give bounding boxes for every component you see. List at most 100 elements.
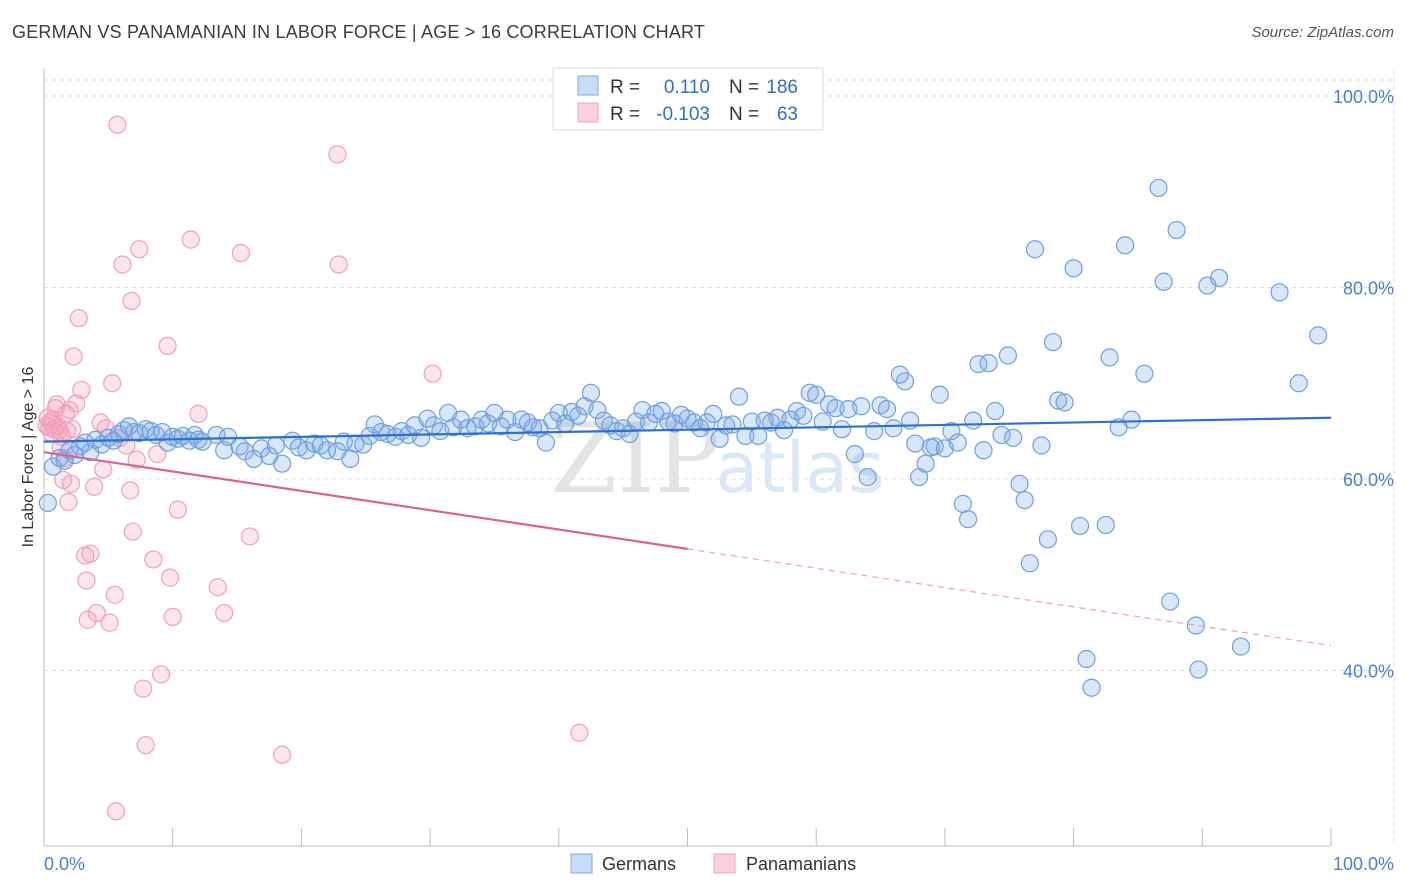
panamanian-point: [123, 522, 142, 541]
source-label: Source: ZipAtlas.com: [1251, 24, 1394, 41]
legend: Germans Panamanians: [570, 853, 856, 874]
y-tick-labels: 40.0% 60.0% 80.0% 100.0%: [1333, 87, 1394, 682]
panamanian-point: [127, 450, 146, 469]
german-point: [411, 428, 431, 447]
germans-swatch: [577, 75, 599, 96]
panamanian-point: [329, 255, 348, 274]
panamanian-point: [423, 364, 442, 383]
german-point: [38, 493, 57, 513]
german-point: [1049, 391, 1068, 410]
german-point: [895, 372, 915, 391]
german-point: [1189, 660, 1208, 679]
germans-r-label: R =: [610, 77, 640, 98]
panamanian-point: [64, 347, 83, 366]
german-point: [1043, 332, 1063, 352]
german-point: [581, 383, 601, 402]
german-point: [704, 404, 723, 423]
german-point: [774, 421, 794, 440]
panamanian-point: [181, 230, 200, 249]
panamanians-trend-line: [43, 451, 688, 550]
german-point: [1231, 637, 1251, 656]
panamanian-point: [78, 610, 97, 629]
panamanian-point: [60, 400, 79, 420]
german-point: [652, 401, 671, 421]
panamanian-point: [168, 500, 187, 519]
panamanian-point: [208, 578, 227, 597]
german-point: [1070, 516, 1090, 536]
panamanian-point: [189, 404, 208, 423]
german-point: [749, 426, 768, 446]
panamanian-point: [77, 571, 96, 590]
german-point: [985, 401, 1005, 421]
german-point: [272, 454, 292, 473]
german-point: [852, 397, 871, 416]
german-point: [1020, 554, 1039, 573]
panamanian-point: [81, 544, 100, 563]
german-point: [99, 428, 118, 447]
german-point: [998, 346, 1018, 365]
panamanian-point: [85, 477, 104, 496]
german-point: [953, 494, 973, 513]
panamanians-r-value: -0.103: [656, 104, 710, 125]
german-point: [1096, 515, 1115, 535]
german-point: [418, 409, 437, 428]
german-point: [1115, 236, 1135, 255]
german-point: [1135, 364, 1154, 383]
german-point: [1082, 678, 1101, 697]
panamanians-trend-extension: [687, 548, 1332, 647]
german-point: [569, 406, 588, 425]
stats-box: R = 0.110 N = 186 R = -0.103 N = 63: [552, 67, 824, 131]
panamanian-point: [91, 413, 110, 432]
german-point: [1004, 428, 1023, 447]
german-point: [252, 439, 271, 458]
panamanian-point: [94, 460, 113, 479]
panamanians-swatch: [577, 102, 599, 123]
german-point: [1186, 616, 1205, 635]
panamanian-point: [152, 665, 171, 684]
german-point: [1122, 410, 1141, 429]
panamanian-point: [108, 115, 127, 134]
panamanian-point: [148, 445, 167, 464]
german-point: [992, 425, 1011, 445]
y-tick-label-1: 60.0%: [1343, 470, 1394, 490]
panamanian-point: [106, 802, 126, 821]
panamanian-point: [63, 420, 82, 439]
german-point: [1064, 259, 1083, 278]
x-tick-label-max: 100.0%: [1333, 854, 1394, 874]
german-point: [800, 383, 819, 402]
german-point: [958, 510, 978, 529]
germans-r-value: 0.110: [664, 77, 710, 98]
panamanian-point: [121, 481, 140, 500]
german-point: [813, 412, 832, 431]
panamanian-point: [130, 240, 149, 259]
german-point: [930, 385, 949, 404]
legend-germans-label: Germans: [602, 854, 676, 874]
german-point: [1077, 649, 1096, 669]
trend-lines: [43, 416, 1332, 647]
german-point: [794, 406, 813, 425]
panamanian-point: [231, 243, 251, 263]
panamanian-point: [144, 550, 163, 569]
panamanian-point: [570, 723, 589, 742]
watermark-zip: ZIP: [550, 403, 719, 515]
german-point: [858, 467, 877, 487]
panamanian-point: [136, 736, 155, 755]
panamanian-point: [72, 380, 91, 400]
german-point: [444, 418, 463, 437]
panamanian-point: [113, 255, 132, 274]
panamanian-point: [122, 291, 141, 311]
german-point: [536, 433, 556, 452]
panamanian-point: [67, 394, 86, 413]
panamanian-point: [240, 527, 260, 546]
panamanian-point: [163, 607, 182, 626]
panamanian-point: [87, 603, 106, 623]
german-point: [153, 422, 172, 442]
german-point: [979, 354, 998, 373]
german-point: [1010, 474, 1029, 493]
panamanian-point: [59, 492, 78, 512]
panamanian-point: [103, 374, 122, 393]
german-point: [845, 445, 864, 464]
german-point: [884, 419, 903, 438]
y-axis-label: In Labor Force | Age > 16: [20, 367, 37, 548]
panamanian-point: [215, 603, 234, 623]
